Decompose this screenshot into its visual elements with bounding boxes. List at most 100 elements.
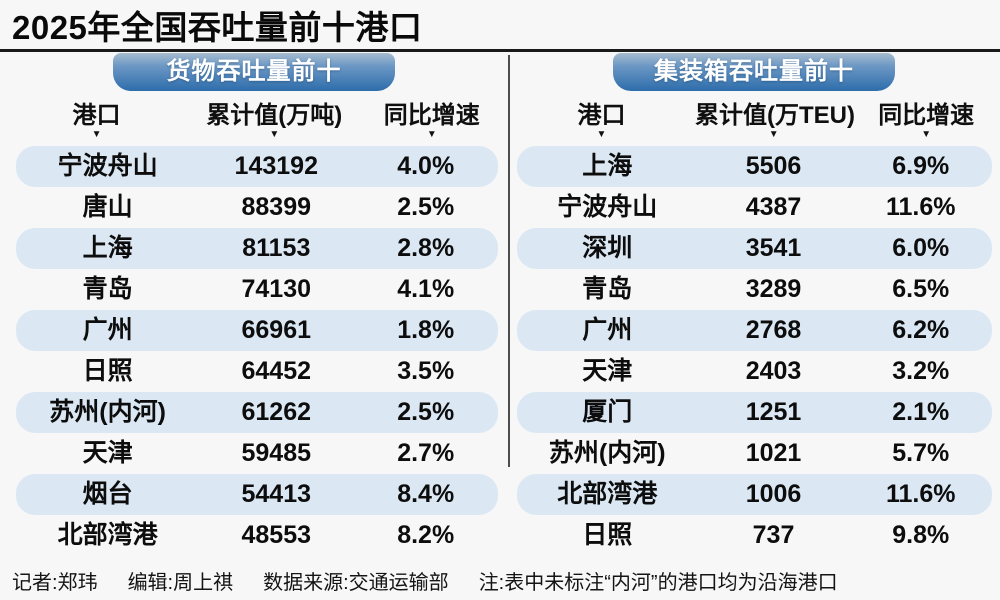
table-row: 广州 2768 6.2% — [517, 310, 992, 351]
value-cell: 1251 — [745, 398, 802, 426]
cargo-table-header: 港口 ▼ 累计值(万吨) ▼ 同比增速 ▼ — [0, 102, 508, 144]
growth-cell: 2.5% — [397, 193, 455, 221]
sort-arrow-icon: ▼ — [921, 129, 932, 140]
table-row: 青岛 74130 4.1% — [16, 269, 498, 310]
growth-cell: 4.0% — [397, 152, 455, 180]
port-cell: 烟台 — [82, 480, 133, 508]
value-cell: 88399 — [241, 193, 312, 221]
port-cell: 天津 — [582, 357, 633, 385]
column-header-port: 港口 ▼ — [508, 102, 695, 144]
table-row: 广州 66961 1.8% — [16, 310, 498, 351]
table-row: 日照 737 9.8% — [517, 515, 992, 556]
table-row: 烟台 54413 8.4% — [16, 474, 498, 515]
growth-cell: 8.2% — [397, 521, 455, 549]
value-cell: 1006 — [745, 480, 802, 508]
value-cell: 81153 — [242, 234, 311, 262]
cargo-table-body: 宁波舟山 143192 4.0% 唐山 88399 2.5% 上海 81153 2.8% 青岛 74… — [16, 146, 498, 556]
port-cell: 日照 — [82, 357, 133, 385]
growth-cell: 3.2% — [892, 357, 950, 385]
port-cell: 青岛 — [82, 275, 133, 303]
data-source-credit: 数据来源:交通运输部 — [263, 572, 449, 594]
growth-cell: 2.7% — [397, 439, 455, 467]
table-row: 宁波舟山 4387 11.6% — [517, 187, 992, 228]
page-title: 2025年全国吞吐量前十港口 — [12, 9, 423, 46]
sort-arrow-icon: ▼ — [426, 129, 437, 140]
growth-cell: 9.8% — [892, 521, 950, 549]
table-row: 日照 64452 3.5% — [16, 351, 498, 392]
column-header-label: 累计值(万TEU) — [694, 102, 855, 129]
table-row: 深圳 3541 6.0% — [517, 228, 992, 269]
sort-arrow-icon: ▼ — [768, 129, 779, 140]
value-cell: 61262 — [241, 398, 312, 426]
table-row: 天津 59485 2.7% — [16, 433, 498, 474]
value-cell: 64452 — [241, 357, 312, 385]
value-cell: 54413 — [241, 480, 312, 508]
growth-cell: 3.5% — [397, 357, 455, 385]
masthead: 2025年全国吞吐量前十港口 — [0, 0, 1000, 49]
sort-arrow-icon: ▼ — [269, 129, 280, 140]
column-header-growth: 同比增速 ▼ — [356, 102, 508, 144]
credits-footer: 记者:郑玮 编辑:周上祺 数据来源:交通运输部 注:表中未标注“内河”的港口均为… — [12, 566, 997, 595]
cargo-table-badge: 货物吞吐量前十 — [113, 53, 395, 91]
column-header-label: 港口 — [577, 102, 626, 129]
sort-arrow-icon: ▼ — [91, 129, 102, 140]
container-table-header: 港口 ▼ 累计值(万TEU) ▼ 同比增速 ▼ — [508, 102, 1000, 144]
column-header-label: 同比增速 — [383, 102, 480, 129]
column-header-label: 累计值(万吨) — [206, 102, 343, 129]
table-row: 厦门 1251 2.1% — [517, 392, 992, 433]
container-table-badge: 集装箱吞吐量前十 — [613, 53, 895, 91]
port-cell: 青岛 — [582, 275, 633, 303]
value-cell: 4387 — [745, 193, 802, 221]
cargo-throughput-table: 货物吞吐量前十 港口 ▼ 累计值(万吨) ▼ 同比增速 ▼ 宁波舟山 143192… — [0, 52, 508, 556]
value-cell: 2403 — [745, 357, 802, 385]
sort-arrow-icon: ▼ — [596, 129, 607, 140]
reporter-credit: 记者:郑玮 — [12, 572, 98, 594]
growth-cell: 11.6% — [885, 193, 956, 221]
editor-credit: 编辑:周上祺 — [127, 572, 234, 594]
column-header-growth: 同比增速 ▼ — [852, 102, 1000, 144]
table-row: 北部湾港 48553 8.2% — [16, 515, 498, 556]
container-table-body: 上海 5506 6.9% 宁波舟山 4387 11.6% 深圳 3541 6.0% 青岛 3289 6… — [517, 146, 992, 556]
port-cell: 苏州(内河) — [49, 398, 166, 426]
value-cell: 74130 — [241, 275, 312, 303]
growth-cell: 11.6% — [885, 480, 956, 508]
port-cell: 厦门 — [582, 398, 633, 426]
container-throughput-table: 集装箱吞吐量前十 港口 ▼ 累计值(万TEU) ▼ 同比增速 ▼ 上海 5506 6… — [508, 52, 1000, 556]
table-row: 北部湾港 1006 11.6% — [517, 474, 992, 515]
growth-cell: 2.5% — [397, 398, 455, 426]
value-cell: 143192 — [234, 152, 318, 180]
port-cell: 唐山 — [82, 193, 133, 221]
value-cell: 737 — [752, 521, 795, 549]
value-cell: 2768 — [745, 316, 802, 344]
value-cell: 59485 — [241, 439, 312, 467]
column-header-label: 同比增速 — [878, 102, 975, 129]
column-header-label: 港口 — [72, 102, 121, 129]
value-cell: 5506 — [745, 152, 802, 180]
table-row: 青岛 3289 6.5% — [517, 269, 992, 310]
value-cell: 66961 — [241, 316, 312, 344]
table-row: 苏州(内河) 1021 5.7% — [517, 433, 992, 474]
port-cell: 宁波舟山 — [557, 193, 658, 221]
value-cell: 48553 — [241, 521, 312, 549]
port-cell: 北部湾港 — [557, 480, 658, 508]
growth-cell: 2.8% — [397, 234, 455, 262]
growth-cell: 1.8% — [397, 316, 455, 344]
port-cell: 日照 — [582, 521, 633, 549]
table-row: 上海 81153 2.8% — [16, 228, 498, 269]
port-cell: 上海 — [582, 152, 633, 180]
tables-area: 货物吞吐量前十 港口 ▼ 累计值(万吨) ▼ 同比增速 ▼ 宁波舟山 143192… — [0, 52, 1000, 556]
table-row: 唐山 88399 2.5% — [16, 187, 498, 228]
value-cell: 1021 — [745, 439, 802, 467]
growth-cell: 8.4% — [397, 480, 455, 508]
growth-cell: 6.5% — [892, 275, 950, 303]
port-cell: 苏州(内河) — [548, 439, 666, 467]
table-row: 宁波舟山 143192 4.0% — [16, 146, 498, 187]
port-cell: 北部湾港 — [57, 521, 158, 549]
port-cell: 宁波舟山 — [57, 152, 158, 180]
title-divider — [0, 49, 1000, 52]
growth-cell: 6.0% — [892, 234, 950, 262]
table-note: 注:表中未标注“内河”的港口均为沿海港口 — [478, 572, 838, 594]
column-header-value: 累计值(万吨) ▼ — [193, 102, 356, 144]
growth-cell: 6.9% — [892, 152, 950, 180]
